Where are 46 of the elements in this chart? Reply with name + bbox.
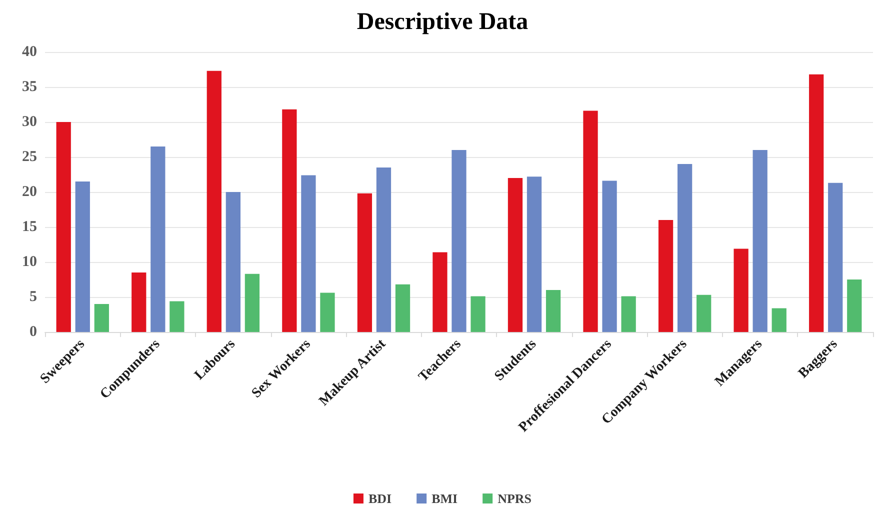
bar	[621, 296, 636, 332]
bar	[320, 292, 335, 332]
bar	[282, 109, 297, 332]
bar	[772, 308, 786, 332]
bar	[150, 146, 166, 332]
bar	[734, 248, 748, 332]
legend-label: BMI	[432, 491, 458, 506]
y-tick-label: 20	[22, 184, 37, 200]
bar	[696, 294, 712, 332]
y-tick-label: 15	[22, 219, 37, 235]
bar	[470, 296, 486, 332]
bar	[828, 182, 843, 332]
bar	[56, 122, 71, 332]
legend-label: BDI	[368, 491, 392, 506]
y-tick-label: 35	[22, 79, 37, 95]
bar	[395, 284, 410, 332]
bar	[132, 272, 146, 332]
bar	[226, 192, 240, 332]
bar	[452, 150, 466, 332]
bar	[847, 280, 862, 332]
y-tick-label: 30	[22, 114, 37, 130]
bar	[546, 290, 561, 332]
bar	[432, 252, 448, 332]
bar	[752, 150, 768, 332]
bar	[244, 274, 260, 332]
bar	[94, 304, 109, 332]
legend-label: NPRS	[498, 491, 532, 506]
y-tick-label: 10	[22, 254, 37, 270]
bar	[602, 180, 617, 332]
bar	[357, 193, 372, 332]
bar	[376, 168, 392, 332]
bar	[170, 301, 184, 332]
bar	[678, 164, 692, 332]
chart-title: Descriptive Data	[356, 9, 528, 35]
y-tick-label: 25	[22, 149, 37, 165]
bar	[809, 74, 824, 332]
bar	[508, 178, 523, 332]
bar	[75, 182, 90, 332]
bar	[658, 220, 674, 332]
bar	[206, 70, 222, 332]
bar	[301, 175, 316, 332]
y-tick-label: 40	[22, 44, 37, 60]
y-tick-label: 5	[30, 289, 37, 305]
bar	[583, 110, 598, 332]
y-tick-label: 0	[30, 324, 37, 340]
bar	[526, 176, 542, 332]
